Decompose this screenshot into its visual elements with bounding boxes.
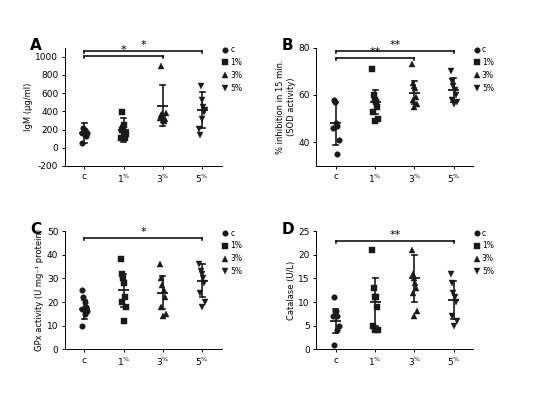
Y-axis label: GPx activity (U mg⁻¹ protein): GPx activity (U mg⁻¹ protein) bbox=[35, 229, 44, 351]
Text: **: ** bbox=[370, 47, 381, 57]
Text: *: * bbox=[140, 227, 146, 237]
Legend: c, 1%, 3%, 5%: c, 1%, 3%, 5% bbox=[475, 45, 494, 93]
Text: **: ** bbox=[389, 40, 400, 50]
Text: B: B bbox=[281, 38, 293, 53]
Text: *: * bbox=[121, 45, 126, 55]
Legend: c, 1%, 3%, 5%: c, 1%, 3%, 5% bbox=[223, 229, 242, 276]
Y-axis label: IgM (μg/ml): IgM (μg/ml) bbox=[24, 83, 32, 131]
Y-axis label: Catalase (U/L): Catalase (U/L) bbox=[287, 260, 296, 320]
Text: C: C bbox=[30, 222, 41, 237]
Text: *: * bbox=[140, 40, 146, 50]
Legend: c, 1%, 3%, 5%: c, 1%, 3%, 5% bbox=[223, 45, 242, 93]
Y-axis label: % inhibition in 15 min.
(SOD activity): % inhibition in 15 min. (SOD activity) bbox=[276, 60, 296, 154]
Text: **: ** bbox=[389, 229, 400, 239]
Text: A: A bbox=[30, 38, 42, 53]
Text: D: D bbox=[281, 222, 294, 237]
Legend: c, 1%, 3%, 5%: c, 1%, 3%, 5% bbox=[475, 229, 494, 276]
